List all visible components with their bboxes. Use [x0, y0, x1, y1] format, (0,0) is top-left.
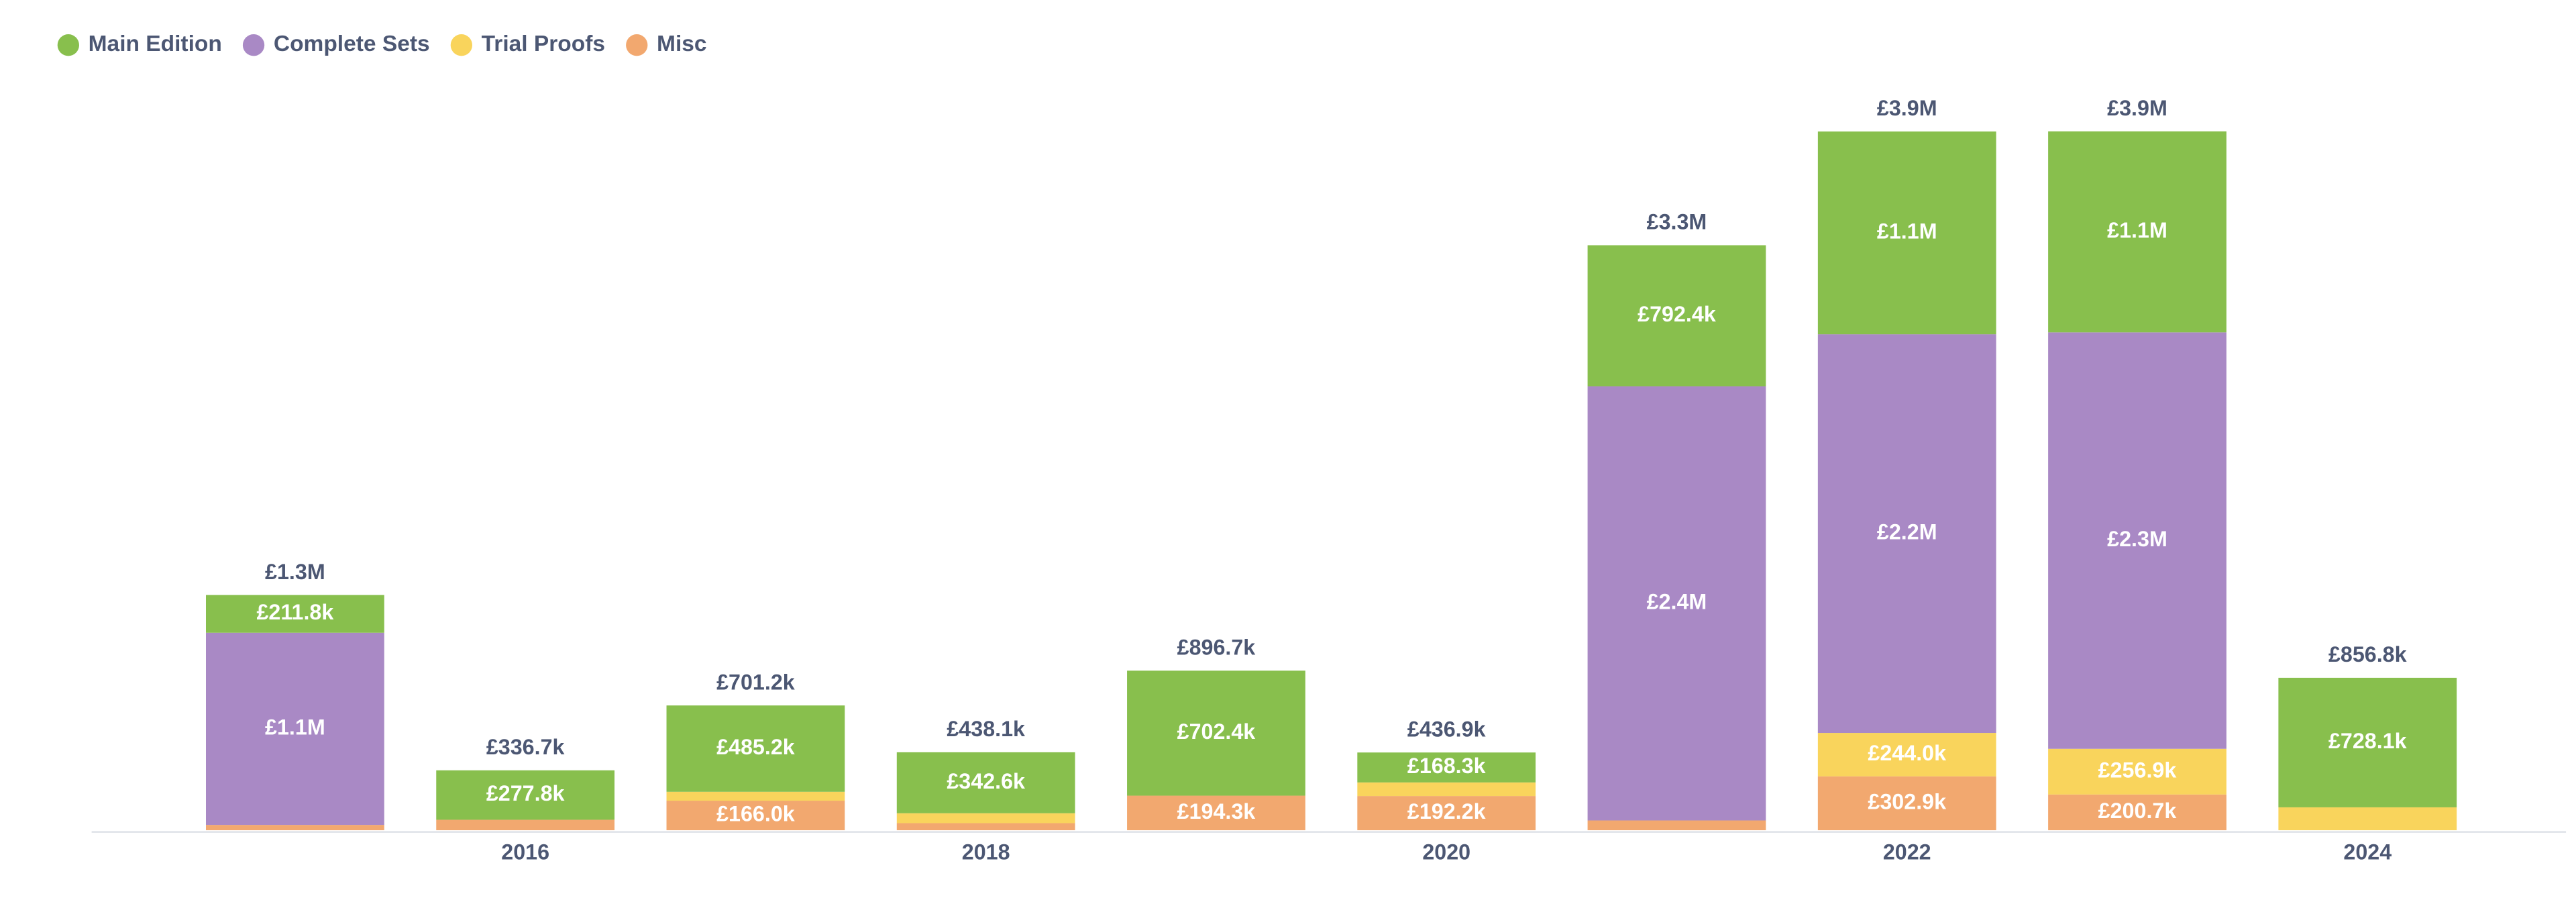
- bar-segment: [1587, 245, 1766, 387]
- total-label: £3.3M: [1647, 210, 1707, 234]
- total-label: £3.9M: [2107, 96, 2167, 120]
- value-label: £168.3k: [1407, 754, 1486, 778]
- bar-segment: [206, 825, 384, 831]
- value-label: £302.9k: [1868, 789, 1946, 813]
- total-label: £3.9M: [1877, 96, 1937, 120]
- x-tick-label: 2022: [1883, 840, 1931, 864]
- bar-segment: [1357, 782, 1536, 797]
- value-label: £277.8k: [486, 781, 565, 805]
- value-label: £211.8k: [256, 600, 333, 624]
- bar-segment: [1817, 776, 1996, 831]
- value-label: £256.9k: [2098, 758, 2177, 782]
- value-label: £244.0k: [1868, 741, 1946, 765]
- bar-segment: [1357, 796, 1536, 831]
- bar-segment: [896, 823, 1075, 831]
- legend-label[interactable]: Misc: [657, 32, 707, 56]
- bar-segment: [666, 791, 845, 801]
- x-tick-label: 2018: [962, 840, 1010, 864]
- legend-label[interactable]: Main Edition: [89, 32, 222, 56]
- value-label: £2.4M: [1647, 590, 1707, 614]
- value-label: £485.2k: [716, 735, 795, 759]
- legend-marker[interactable]: [242, 34, 265, 56]
- x-tick-label: 2024: [2343, 840, 2392, 864]
- bar-segment: [2048, 794, 2226, 831]
- bar-segment: [436, 770, 615, 820]
- bar-segment: [1817, 334, 1996, 734]
- bar-segment: [1587, 820, 1766, 831]
- total-label: £436.9k: [1407, 717, 1486, 741]
- bar-segment: [666, 801, 845, 831]
- bar-segment: [666, 705, 845, 792]
- bar-segment: [896, 752, 1075, 813]
- value-label: £342.6k: [947, 769, 1025, 793]
- legend-marker[interactable]: [626, 34, 648, 56]
- value-label: £1.1M: [265, 715, 325, 739]
- legend-label[interactable]: Complete Sets: [274, 32, 430, 56]
- legend-marker[interactable]: [450, 34, 473, 56]
- value-label: £2.3M: [2107, 527, 2167, 551]
- bar-segment: [1817, 131, 1996, 335]
- total-label: £438.1k: [947, 717, 1025, 741]
- bar-segment: [2048, 748, 2226, 795]
- total-label: £336.7k: [486, 735, 565, 759]
- x-tick-label: 2020: [1422, 840, 1470, 864]
- bar-segment: [1357, 752, 1536, 783]
- value-label: £1.1M: [1877, 219, 1937, 244]
- bar-segment: [2048, 332, 2226, 749]
- total-label: £856.8k: [2328, 642, 2407, 666]
- value-label: £194.3k: [1177, 799, 1256, 823]
- value-label: £200.7k: [2098, 799, 2177, 823]
- bar-segment: [2278, 807, 2457, 831]
- bar-segment: [2048, 131, 2226, 333]
- legend-marker[interactable]: [57, 34, 79, 56]
- bar-segment: [1587, 386, 1766, 821]
- x-tick-label: 2016: [501, 840, 549, 864]
- bar-segment: [1127, 670, 1305, 796]
- bar-segment: [2278, 677, 2457, 807]
- bar-segment: [896, 813, 1075, 823]
- value-label: £1.1M: [2107, 218, 2167, 242]
- value-label: £702.4k: [1177, 719, 1256, 744]
- value-label: £792.4k: [1638, 302, 1716, 326]
- total-label: £896.7k: [1177, 636, 1256, 660]
- total-label: £1.3M: [265, 560, 325, 584]
- bar-segment: [206, 632, 384, 825]
- bar-segment: [1127, 795, 1305, 831]
- bar-segment: [436, 819, 615, 831]
- bar-segment: [1817, 733, 1996, 776]
- value-label: £728.1k: [2328, 729, 2407, 753]
- value-label: £192.2k: [1407, 799, 1486, 823]
- total-label: £701.2k: [716, 670, 795, 694]
- value-label: £166.0k: [716, 802, 795, 826]
- bar-segment: [206, 595, 384, 633]
- legend-label[interactable]: Trial Proofs: [482, 32, 605, 56]
- value-label: £2.2M: [1877, 520, 1937, 544]
